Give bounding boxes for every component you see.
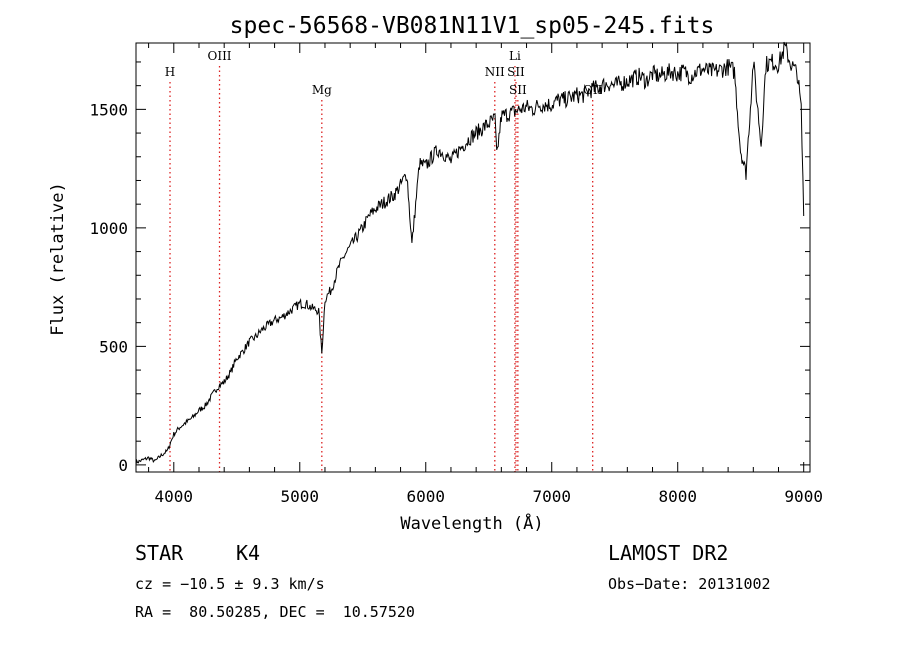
survey-name: LAMOST DR2 — [608, 541, 729, 565]
y-tick-label: 500 — [99, 337, 128, 356]
x-tick-label: 8000 — [658, 487, 697, 506]
spectral-line-label: Li — [509, 49, 521, 63]
object-subclass: K4 — [236, 541, 261, 565]
y-axis-label: Flux (relative) — [48, 182, 68, 336]
y-tick-label: 1500 — [89, 100, 128, 119]
spectrum-line — [135, 41, 805, 465]
y-tick-label: 1000 — [89, 219, 128, 238]
spectral-line-label: OIII — [207, 49, 231, 63]
plot-frame — [135, 42, 811, 473]
y-tick-label: 0 — [118, 456, 128, 475]
spectral-line-label: H — [165, 65, 175, 79]
x-tick-label: 7000 — [532, 487, 571, 506]
chart-title: spec-56568-VB081N11V1_sp05-245.fits — [230, 13, 715, 39]
x-tick-label: 9000 — [784, 487, 823, 506]
spectral-line-label: NII — [485, 65, 505, 79]
redshift-velocity: cz = −10.5 ± 9.3 km/s — [135, 575, 325, 593]
x-tick-label: 5000 — [281, 487, 320, 506]
spectral-line-label: SII — [507, 65, 525, 79]
x-tick-label: 4000 — [155, 487, 194, 506]
coordinates: RA = 80.50285, DEC = 10.57520 — [135, 603, 415, 621]
x-axis-label: Wavelength (Å) — [400, 512, 543, 534]
spectral-line-label: SII — [509, 83, 527, 97]
observation-date: Obs−Date: 20131002 — [608, 575, 771, 593]
object-class: STAR — [135, 541, 184, 565]
x-tick-label: 6000 — [406, 487, 445, 506]
spectral-line-label: Mg — [312, 83, 332, 97]
